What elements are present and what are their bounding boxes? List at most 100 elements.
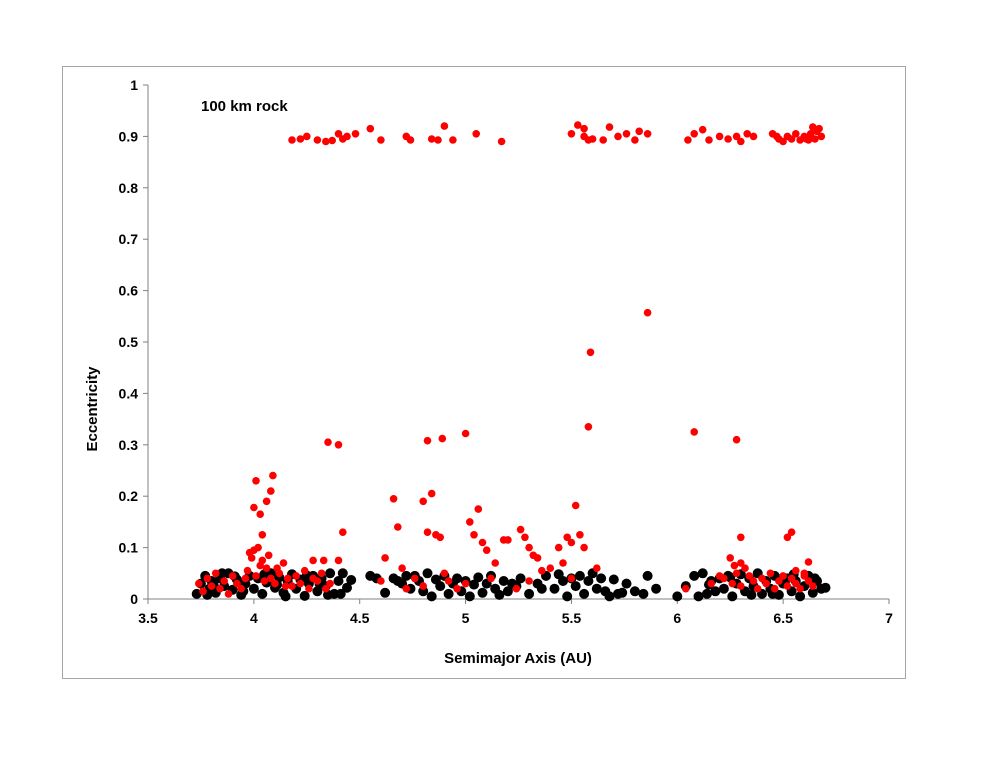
data-point bbox=[477, 587, 488, 598]
data-point bbox=[770, 584, 779, 593]
data-point bbox=[727, 591, 738, 602]
data-point bbox=[574, 121, 582, 129]
x-tick-label: 5.5 bbox=[562, 610, 582, 626]
data-point bbox=[482, 546, 491, 554]
data-point bbox=[288, 136, 296, 144]
data-point bbox=[312, 586, 323, 597]
data-point bbox=[787, 528, 796, 536]
data-point bbox=[241, 574, 250, 583]
data-point bbox=[815, 124, 823, 133]
data-point bbox=[806, 130, 815, 138]
data-point bbox=[444, 577, 453, 585]
data-point bbox=[690, 130, 698, 138]
data-point bbox=[718, 583, 729, 594]
data-point bbox=[705, 136, 713, 144]
data-point bbox=[631, 136, 639, 144]
data-point bbox=[749, 577, 758, 585]
data-point bbox=[758, 574, 766, 583]
data-point bbox=[401, 570, 412, 581]
data-point bbox=[470, 531, 478, 539]
data-point bbox=[762, 579, 770, 588]
data-point bbox=[237, 584, 245, 593]
data-point bbox=[423, 436, 432, 445]
data-point bbox=[693, 591, 704, 602]
data-point bbox=[469, 579, 479, 590]
data-point bbox=[732, 569, 741, 578]
data-point bbox=[243, 566, 252, 575]
data-point bbox=[334, 556, 343, 565]
data-point bbox=[283, 574, 292, 583]
data-point bbox=[292, 572, 300, 580]
data-point bbox=[339, 528, 347, 536]
axes: 0 0.1 0.2 0.3 0.4 0.5 0.6 0.7 0.8 0.9 1 3.5 4 4.5 5 5.5… bbox=[119, 77, 894, 626]
data-point bbox=[515, 573, 526, 584]
data-point bbox=[796, 584, 804, 593]
data-point bbox=[570, 581, 581, 592]
data-point bbox=[334, 441, 343, 449]
data-point bbox=[305, 584, 313, 593]
x-tick-label: 4.5 bbox=[350, 610, 370, 626]
data-point bbox=[220, 577, 228, 585]
y-tick-label: 0.5 bbox=[119, 334, 139, 350]
data-point bbox=[324, 438, 332, 447]
data-point bbox=[591, 583, 602, 594]
data-point bbox=[288, 582, 296, 590]
data-point bbox=[800, 569, 809, 578]
data-point bbox=[524, 588, 535, 599]
x-tick-label: 7 bbox=[885, 610, 893, 626]
data-point bbox=[461, 579, 470, 588]
x-tick-label: 3.5 bbox=[138, 610, 158, 626]
data-point bbox=[299, 590, 310, 601]
data-point bbox=[802, 135, 811, 143]
data-point bbox=[199, 587, 207, 596]
data-point bbox=[605, 123, 614, 131]
data-point bbox=[398, 564, 406, 572]
data-point bbox=[651, 583, 662, 594]
data-point bbox=[313, 577, 322, 585]
data-point bbox=[346, 575, 357, 585]
data-point bbox=[622, 130, 631, 138]
data-point bbox=[516, 525, 525, 534]
data-point bbox=[343, 132, 351, 141]
data-point bbox=[817, 132, 826, 141]
data-point bbox=[309, 556, 317, 565]
data-point bbox=[571, 501, 580, 510]
data-point bbox=[549, 583, 560, 594]
data-point bbox=[638, 588, 649, 599]
data-point bbox=[436, 533, 445, 542]
data-point bbox=[252, 477, 260, 485]
data-point bbox=[804, 558, 813, 566]
data-points bbox=[191, 121, 831, 602]
data-point bbox=[504, 536, 512, 544]
data-point bbox=[319, 556, 328, 565]
x-tick-label: 6 bbox=[673, 610, 681, 626]
data-point bbox=[580, 124, 588, 133]
data-point bbox=[574, 570, 585, 581]
data-point bbox=[512, 584, 521, 593]
x-tick-label: 6.5 bbox=[773, 610, 793, 626]
data-point bbox=[473, 572, 484, 583]
data-point bbox=[743, 130, 751, 138]
data-point bbox=[335, 588, 346, 599]
data-point bbox=[775, 577, 783, 585]
data-point bbox=[732, 132, 741, 141]
data-point bbox=[732, 435, 741, 444]
data-point bbox=[419, 582, 428, 590]
data-point bbox=[596, 573, 607, 584]
data-point bbox=[682, 584, 690, 593]
data-point bbox=[342, 582, 352, 593]
data-point bbox=[394, 523, 402, 531]
data-point bbox=[438, 434, 447, 443]
data-point bbox=[435, 581, 446, 592]
data-point bbox=[296, 135, 305, 143]
data-point bbox=[773, 132, 781, 141]
data-point bbox=[195, 579, 203, 588]
data-point bbox=[491, 559, 500, 567]
data-point bbox=[562, 591, 573, 602]
data-point bbox=[737, 137, 745, 146]
data-point bbox=[586, 348, 595, 357]
data-point bbox=[715, 132, 724, 141]
data-point bbox=[233, 579, 241, 588]
data-point bbox=[487, 574, 495, 583]
data-point bbox=[262, 497, 271, 506]
